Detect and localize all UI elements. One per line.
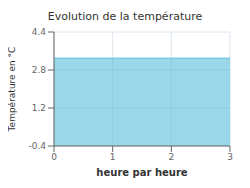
svg-text:3: 3 <box>227 152 233 162</box>
svg-text:1.2: 1.2 <box>32 103 46 113</box>
svg-text:heure par heure: heure par heure <box>96 167 187 178</box>
svg-text:0: 0 <box>51 152 57 162</box>
svg-text:-0.4: -0.4 <box>28 141 46 151</box>
svg-text:1: 1 <box>110 152 116 162</box>
svg-text:Température en °C: Température en °C <box>8 47 17 133</box>
svg-text:2: 2 <box>168 152 174 162</box>
html-text:Evolution de la température: Evolution de la température <box>47 10 203 23</box>
svg-text:4.4: 4.4 <box>32 27 47 37</box>
svg-text:2.8: 2.8 <box>32 65 47 75</box>
